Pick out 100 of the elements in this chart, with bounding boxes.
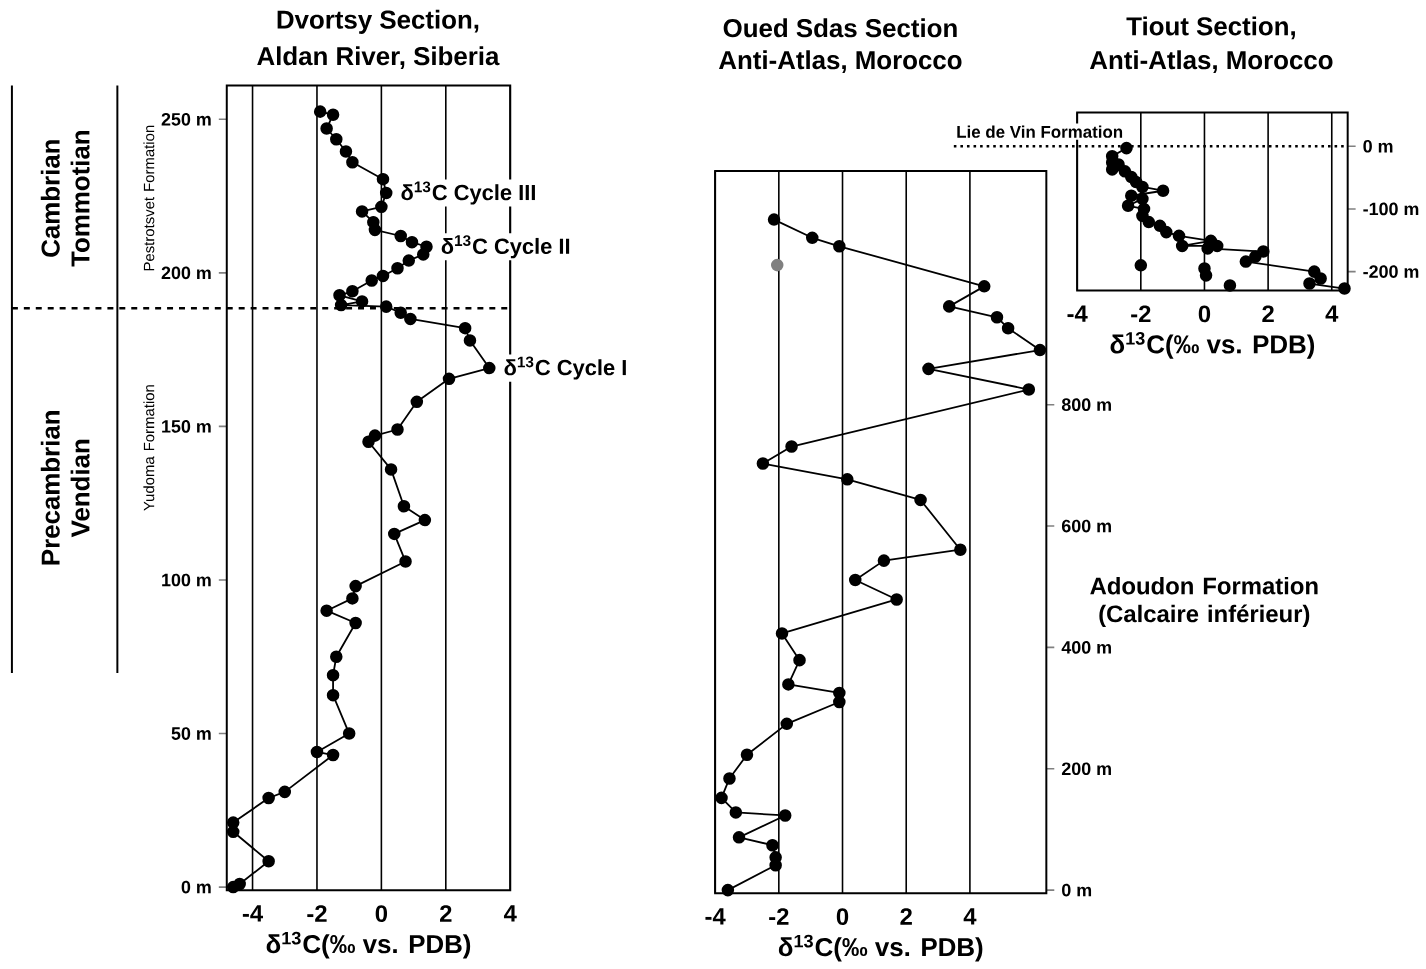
point (729, 806, 743, 819)
point (1314, 272, 1327, 285)
text: Pestrotsvet Formation (143, 125, 155, 271)
point (1125, 189, 1138, 203)
point (1175, 239, 1189, 253)
point (782, 678, 795, 691)
point (1160, 225, 1173, 239)
x-tick-label: -4 (242, 905, 264, 922)
x-axis-title: δ$^{13}$C(‰ vs. PDB) (266, 931, 471, 959)
point (394, 306, 407, 320)
point (262, 855, 275, 868)
point (418, 513, 432, 527)
x-axis-title: δ$^{13}$C(‰ vs. PDB) (778, 934, 983, 962)
point (1001, 322, 1015, 335)
point (833, 686, 846, 700)
chart-subtitle: Anti-Atlas, Morocco (718, 50, 962, 74)
chart-title: Tiout Section, (1126, 16, 1295, 40)
point (391, 423, 404, 436)
x-tick-label: -2 (307, 905, 327, 922)
point (339, 145, 353, 158)
x-tick-label: -2 (1131, 305, 1151, 323)
point (1136, 192, 1149, 206)
y2-tick-label: 800 m (1061, 398, 1111, 412)
point (262, 791, 275, 805)
annotation: δ$^{13}$C Cycle I (504, 356, 626, 380)
annotation: δ$^{13}$C Cycle III (401, 181, 535, 205)
point (375, 200, 388, 214)
point (326, 669, 340, 682)
point (740, 748, 754, 762)
point (780, 717, 794, 731)
x-axis-title: δ$^{13}$C(‰ vs. PDB) (1110, 332, 1315, 359)
point (420, 240, 433, 254)
point (723, 772, 736, 785)
point (805, 231, 819, 245)
x-tick-label: -4 (1067, 305, 1088, 322)
text: Adoudon Formation (Calcaire inférieur) (1090, 577, 1318, 628)
y-tick-label: 50 m (171, 727, 211, 741)
y-tick-label: 0 m (181, 880, 211, 894)
point (346, 592, 359, 605)
point (954, 543, 967, 557)
point (310, 745, 324, 759)
point (785, 440, 798, 453)
point (1223, 279, 1237, 292)
y-tick-label: 250 m (161, 113, 211, 126)
point (410, 395, 424, 409)
point (394, 229, 407, 243)
x-tick-label: -2 (769, 908, 789, 925)
point (890, 593, 903, 606)
point (320, 604, 333, 618)
annotation: δ$^{13}$C Cycle II (441, 235, 570, 259)
point (278, 785, 292, 799)
y-tick-label: 200 m (161, 266, 211, 280)
point (1303, 277, 1316, 290)
point (388, 527, 401, 541)
point (349, 616, 362, 630)
x-tick-label: 0 (375, 905, 388, 923)
point (463, 334, 477, 347)
point (775, 627, 789, 640)
point (877, 554, 891, 568)
point (1201, 242, 1214, 255)
point (233, 877, 246, 891)
x-tick-label: 0 (836, 908, 849, 926)
point (715, 791, 728, 805)
point (1239, 255, 1253, 268)
point (320, 122, 333, 135)
point (767, 213, 781, 226)
point (226, 816, 240, 829)
point (770, 258, 784, 272)
point (349, 579, 362, 593)
point (379, 300, 393, 314)
point (330, 650, 343, 664)
x-tick-label: 2 (440, 905, 452, 922)
point (399, 555, 412, 568)
chart-subtitle: Aldan River, Siberia (257, 46, 500, 70)
point (721, 883, 735, 897)
point (1033, 343, 1047, 357)
point (833, 240, 846, 253)
point (766, 839, 779, 852)
point (326, 108, 340, 122)
point (342, 727, 356, 740)
point (402, 254, 416, 267)
point (355, 205, 369, 218)
point (942, 300, 956, 313)
y2-tick-label: 200 m (1061, 762, 1111, 776)
point (1121, 199, 1135, 213)
text: Cambrian Tommotian (40, 131, 90, 267)
point (914, 493, 927, 507)
point (756, 457, 770, 470)
point (391, 262, 404, 275)
point (1156, 184, 1170, 198)
point (313, 105, 327, 119)
point (368, 429, 382, 443)
point (346, 285, 359, 298)
y2-tick-label: 0 m (1062, 883, 1092, 897)
point (458, 322, 472, 335)
point (365, 274, 378, 287)
y-tick-label: 100 m (162, 573, 211, 587)
point (397, 500, 411, 513)
point (1249, 250, 1262, 263)
point (778, 809, 792, 822)
